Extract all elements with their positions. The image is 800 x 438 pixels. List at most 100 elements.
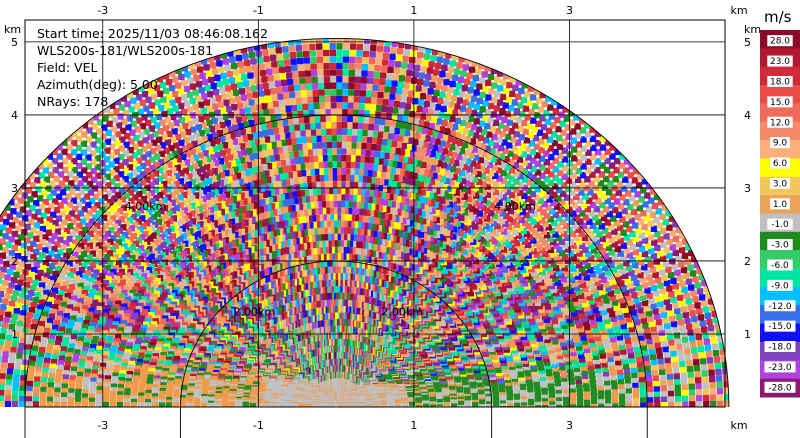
velocity-cell	[476, 210, 483, 217]
velocity-cell	[496, 199, 503, 206]
velocity-cell	[369, 51, 376, 58]
velocity-cell	[420, 66, 427, 73]
velocity-cell	[504, 205, 511, 212]
velocity-cell	[622, 357, 629, 365]
velocity-cell	[363, 189, 370, 196]
velocity-cell	[478, 165, 486, 172]
velocity-cell	[429, 164, 436, 172]
velocity-cell	[355, 63, 362, 70]
velocity-cell	[503, 125, 510, 132]
velocity-cell	[358, 156, 365, 163]
velocity-cell	[379, 145, 386, 152]
velocity-cell	[346, 194, 354, 201]
velocity-cell	[600, 356, 607, 364]
velocity-cell	[556, 186, 563, 194]
velocity-cell	[580, 145, 587, 152]
velocity-cell	[601, 292, 608, 300]
velocity-cell	[639, 294, 647, 302]
velocity-cell	[370, 230, 378, 238]
velocity-cell	[508, 128, 515, 135]
velocity-cell	[626, 225, 633, 233]
velocity-cell	[573, 365, 581, 372]
velocity-cell	[549, 398, 556, 405]
velocity-cell	[399, 196, 406, 204]
velocity-cell	[636, 205, 643, 212]
velocity-cell	[648, 297, 655, 304]
velocity-cell	[387, 207, 394, 214]
velocity-cell	[529, 199, 536, 206]
velocity-cell	[595, 315, 603, 322]
velocity-cell	[419, 93, 426, 100]
velocity-cell	[387, 221, 394, 228]
velocity-cell	[383, 192, 390, 200]
velocity-cell	[403, 150, 410, 157]
velocity-cell	[336, 56, 343, 63]
velocity-cell	[590, 259, 598, 266]
velocity-cell	[536, 205, 543, 213]
velocity-cell	[433, 124, 441, 131]
velocity-cell	[615, 211, 623, 218]
velocity-cell	[517, 125, 524, 132]
velocity-cell	[696, 394, 703, 402]
velocity-cell	[538, 181, 546, 188]
velocity-cell	[695, 382, 702, 390]
velocity-cell	[594, 362, 601, 369]
velocity-cell	[571, 163, 578, 171]
velocity-cell	[546, 323, 554, 331]
velocity-cell	[334, 187, 342, 195]
velocity-cell	[362, 196, 369, 203]
velocity-cell	[375, 138, 383, 145]
velocity-cell	[584, 401, 591, 408]
velocity-cell	[522, 128, 529, 135]
velocity-cell	[540, 228, 547, 235]
velocity-cell	[620, 255, 627, 262]
velocity-cell	[638, 218, 645, 226]
velocity-cell	[397, 81, 404, 88]
velocity-cell	[687, 371, 694, 378]
velocity-cell	[535, 97, 543, 104]
velocity-cell	[586, 359, 594, 366]
velocity-cell	[638, 312, 646, 319]
velocity-cell	[468, 66, 476, 73]
velocity-cell	[592, 275, 599, 282]
velocity-cell	[458, 169, 466, 177]
velocity-cell	[440, 212, 447, 219]
velocity-cell	[390, 47, 397, 54]
velocity-cell	[695, 388, 703, 396]
velocity-cell	[352, 214, 359, 222]
velocity-cell	[397, 203, 404, 210]
velocity-cell	[555, 394, 563, 401]
velocity-cell	[620, 229, 627, 236]
velocity-cell	[573, 299, 581, 306]
velocity-cell	[696, 400, 703, 408]
velocity-cell	[348, 161, 356, 169]
velocity-cell	[397, 108, 405, 115]
velocity-cell	[413, 194, 420, 201]
velocity-cell	[361, 129, 368, 137]
velocity-cell	[422, 169, 429, 176]
velocity-cell	[606, 351, 613, 358]
velocity-cell	[575, 167, 582, 175]
velocity-cell	[595, 370, 603, 378]
velocity-cell	[350, 135, 357, 142]
velocity-cell	[601, 333, 609, 340]
velocity-cell	[578, 118, 586, 125]
velocity-cell	[543, 212, 551, 219]
velocity-cell	[604, 219, 611, 226]
velocity-cell	[602, 240, 610, 247]
velocity-cell	[625, 212, 632, 219]
velocity-cell	[556, 215, 563, 222]
velocity-cell	[672, 326, 679, 333]
velocity-cell	[335, 115, 342, 122]
velocity-cell	[465, 195, 472, 203]
velocity-cell	[603, 379, 611, 386]
velocity-cell	[615, 308, 622, 316]
velocity-cell	[678, 300, 686, 307]
velocity-cell	[655, 318, 663, 326]
velocity-cell	[356, 208, 364, 216]
velocity-cell	[599, 248, 607, 255]
velocity-cell	[530, 306, 537, 313]
velocity-cell	[567, 370, 574, 377]
velocity-cell	[475, 225, 482, 233]
velocity-cell	[688, 389, 696, 396]
